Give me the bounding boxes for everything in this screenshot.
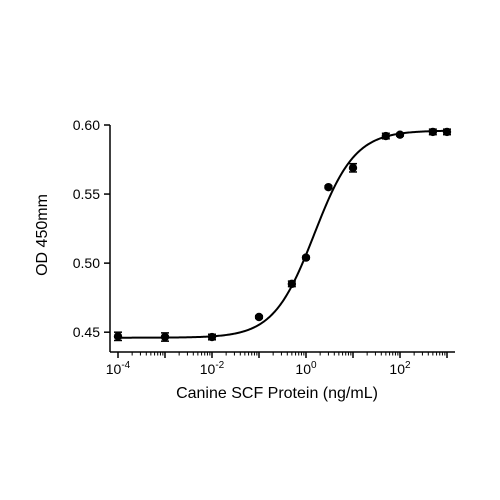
data-point bbox=[113, 332, 123, 341]
y-tick-label: 0.50 bbox=[73, 255, 100, 271]
data-point bbox=[428, 127, 438, 137]
data-point bbox=[287, 279, 297, 289]
x-tick-label: 10-2 bbox=[200, 360, 225, 377]
x-tick-label: 100 bbox=[295, 360, 317, 377]
axes: 0.45 0.50 0.55 0.60 10-4 10-2 100 102 bbox=[73, 117, 455, 377]
data-point bbox=[324, 182, 333, 192]
y-tick-label: 0.55 bbox=[73, 186, 100, 202]
data-point bbox=[348, 163, 358, 173]
data-point bbox=[160, 332, 170, 342]
data-point bbox=[442, 127, 452, 137]
y-tick-label: 0.60 bbox=[73, 117, 100, 133]
fit-curve bbox=[118, 129, 448, 339]
x-tick-label: 102 bbox=[389, 360, 411, 377]
data-point bbox=[395, 130, 405, 139]
x-axis-title: Canine SCF Protein (ng/mL) bbox=[176, 385, 378, 402]
y-axis-title: OD 450mm bbox=[34, 194, 51, 276]
data-point bbox=[254, 312, 264, 322]
x-tick-label: 10-4 bbox=[106, 360, 131, 377]
y-tick-label: 0.45 bbox=[73, 324, 100, 340]
data-points-layer bbox=[113, 127, 452, 342]
data-point bbox=[301, 253, 311, 262]
data-point bbox=[381, 131, 391, 141]
fit-curve-layer bbox=[118, 129, 448, 339]
data-point bbox=[207, 332, 217, 342]
